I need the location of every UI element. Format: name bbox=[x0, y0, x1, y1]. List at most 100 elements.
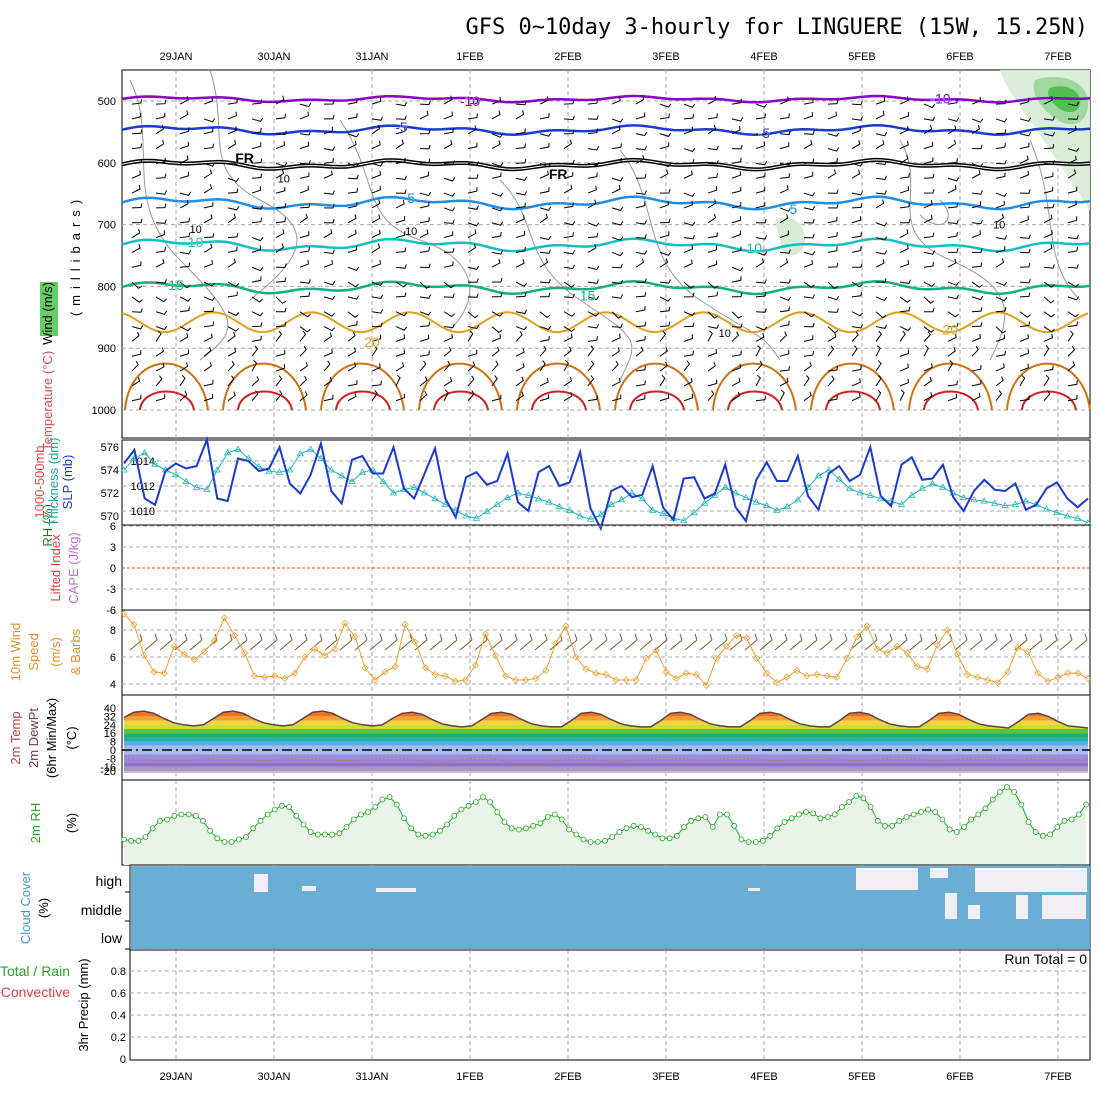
rh2m-point bbox=[178, 811, 185, 818]
wind-barb bbox=[683, 170, 693, 179]
wind-barb bbox=[707, 348, 717, 357]
wind-barb bbox=[779, 207, 792, 212]
wind10-ylabel-1-part: 10m Wind bbox=[8, 623, 23, 682]
wind-barb bbox=[323, 190, 335, 195]
wind-barb bbox=[971, 248, 983, 253]
rh2m-point bbox=[666, 835, 673, 842]
wind-barb bbox=[467, 161, 480, 166]
wind-barb bbox=[611, 125, 621, 135]
wind-barb bbox=[587, 146, 600, 151]
wind-barb bbox=[803, 335, 814, 342]
wind-barb bbox=[1043, 243, 1053, 253]
thickness-point bbox=[1053, 508, 1061, 515]
precip-total-label: Total / Rain bbox=[0, 963, 70, 979]
wind-barb bbox=[179, 262, 191, 268]
wind-barb bbox=[875, 139, 885, 150]
rh2m-point bbox=[264, 811, 271, 818]
wind-barb bbox=[707, 145, 719, 151]
wind-barb bbox=[1019, 292, 1031, 298]
dewpt2m-line bbox=[123, 756, 1089, 767]
wind-barb bbox=[923, 307, 935, 313]
wind-barb bbox=[491, 221, 504, 226]
wind-barb bbox=[707, 232, 718, 239]
thickness-point bbox=[1073, 514, 1082, 521]
wind10-barb bbox=[354, 633, 368, 651]
wind-barb bbox=[683, 234, 695, 240]
wind-barb bbox=[563, 129, 575, 135]
wind-barb bbox=[443, 95, 453, 105]
wind-barb bbox=[419, 191, 432, 197]
wind-barb bbox=[995, 363, 1005, 372]
thickness-point bbox=[462, 512, 470, 519]
wind-barb bbox=[731, 311, 743, 319]
rh2m-point bbox=[171, 812, 178, 819]
wind10-ylabel-2: Speed bbox=[26, 633, 41, 671]
wind-barb bbox=[515, 100, 527, 106]
wind10-point bbox=[512, 676, 520, 684]
wind-barb bbox=[347, 320, 358, 328]
wind10-point bbox=[321, 652, 329, 660]
rh2m-point bbox=[1004, 784, 1010, 790]
bottom-date-label: 3FEB bbox=[652, 1071, 680, 1083]
thickness-point bbox=[151, 460, 159, 467]
wind-barb bbox=[563, 392, 573, 402]
wind10-point bbox=[311, 645, 319, 653]
rh2m-point bbox=[1011, 789, 1018, 795]
wind-barb bbox=[1067, 394, 1078, 402]
wind-barb bbox=[635, 346, 644, 357]
isotherm-25 bbox=[320, 362, 405, 411]
wind-barb bbox=[491, 375, 498, 387]
wind-barb bbox=[899, 111, 910, 120]
wind10-barb bbox=[984, 633, 998, 651]
rh2m-ylabel-1-part: 2m RH bbox=[28, 803, 43, 843]
wind10-ylabel-3-part: (m/s) bbox=[48, 637, 63, 667]
wind-barb bbox=[1043, 264, 1055, 269]
thickness-point bbox=[617, 496, 626, 503]
wind10-ylabel-4-part: & Barbs bbox=[68, 628, 83, 675]
wind-barb bbox=[179, 217, 190, 224]
wind-barb bbox=[827, 262, 839, 268]
wind-barb bbox=[707, 379, 718, 387]
wind-barb bbox=[227, 139, 237, 150]
wind-barb bbox=[515, 143, 526, 150]
thickness-point bbox=[172, 470, 180, 477]
rh2m-point bbox=[946, 826, 953, 833]
wind-barb bbox=[371, 281, 384, 287]
isotherm-25 bbox=[516, 362, 601, 411]
wind10-point bbox=[291, 669, 299, 677]
thickness-point bbox=[628, 489, 636, 496]
wind-barb bbox=[347, 133, 360, 138]
thickness-point bbox=[814, 472, 823, 479]
wind-barb bbox=[299, 361, 308, 372]
wind10-point bbox=[210, 637, 218, 645]
wind-barb bbox=[659, 374, 666, 387]
wind-barb bbox=[395, 101, 408, 107]
wind10-barb bbox=[954, 633, 968, 651]
rh2m-point bbox=[293, 812, 300, 819]
panel-cloud: high middle low Cloud Cover (%) bbox=[18, 864, 1091, 951]
panel-wind10m-frame bbox=[121, 609, 1091, 696]
rh2m-point bbox=[401, 815, 407, 822]
wind-barb bbox=[1019, 155, 1029, 164]
y-tick-label: 576 bbox=[101, 442, 119, 454]
wind-barb bbox=[203, 260, 213, 268]
wind-barb bbox=[899, 326, 912, 332]
wind-barb bbox=[899, 96, 909, 105]
temp-band bbox=[124, 716, 1088, 721]
wind-barb bbox=[395, 311, 408, 317]
wind-barb bbox=[875, 175, 887, 181]
wind-barb bbox=[203, 118, 216, 123]
temp-band bbox=[124, 737, 1088, 742]
wind-barb bbox=[827, 157, 838, 164]
thickness-point bbox=[825, 466, 833, 473]
rh2m-point bbox=[1018, 801, 1025, 808]
wind-barb bbox=[155, 112, 166, 120]
wind-barb bbox=[1067, 147, 1080, 152]
thickness-ylabel-2: Thickness (dm) bbox=[46, 438, 61, 527]
rh2m-point bbox=[286, 804, 293, 810]
wind-barb bbox=[563, 360, 569, 372]
wind-barb bbox=[227, 291, 238, 298]
panel-upper-air: 500 600 700 800 900 1000 RH (%) Temperature (°… bbox=[40, 69, 1091, 547]
rh2m-point bbox=[903, 814, 910, 820]
dewpt-band bbox=[124, 758, 1088, 763]
